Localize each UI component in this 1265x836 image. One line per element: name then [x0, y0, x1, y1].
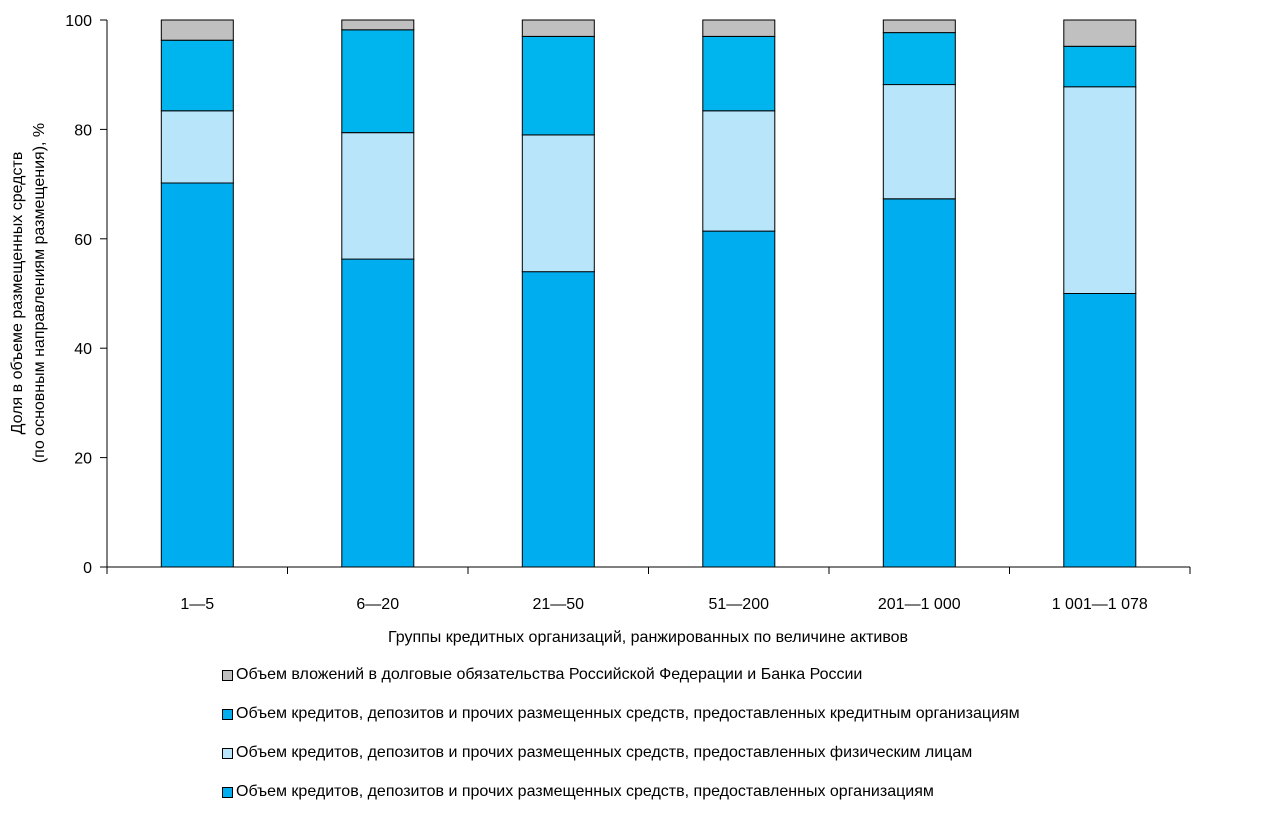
legend-swatch: [222, 786, 233, 798]
y-tick-label: 0: [83, 560, 92, 577]
bar-segment: [882, 32, 956, 86]
legend-swatch: [222, 708, 233, 720]
bar-segment: [1063, 19, 1137, 47]
x-tick-label: 21—50: [532, 596, 584, 613]
legend-label: Объем кредитов, депозитов и прочих разме…: [236, 744, 973, 761]
bar-segment: [1063, 86, 1137, 294]
bar-segment: [702, 110, 776, 232]
y-tick-label: 100: [65, 13, 92, 30]
x-tick-label: 1 001—1 078: [1052, 596, 1148, 613]
bar-segment: [341, 132, 415, 260]
axes-group: [106, 20, 1190, 568]
y-tick-label: 60: [74, 232, 92, 249]
x-ticks-group: 1—5 6—20 21—50 51—200 201—1 000 1 001—1 078: [106, 567, 1191, 613]
x-tick-label: 201—1 000: [878, 596, 961, 613]
y-ticks-group: 0 20 40 60 80 100: [65, 13, 107, 577]
bar-segment: [521, 134, 595, 273]
bar-segment: [882, 198, 956, 568]
legend-swatch: [222, 747, 233, 759]
bar-segment: [160, 110, 234, 184]
bar-segment: [702, 35, 776, 112]
legend-label: Объем вложений в долговые обязательства …: [236, 666, 863, 683]
x-tick-label: 6—20: [356, 596, 399, 613]
legend-item: Объем вложений в долговые обязательства …: [222, 666, 862, 684]
legend-label: Объем кредитов, депозитов и прочих разме…: [236, 705, 1020, 722]
bar-segment: [702, 19, 776, 37]
bar-segment: [341, 258, 415, 568]
bar-segment: [341, 19, 415, 31]
x-tick-label: 1—5: [180, 596, 214, 613]
legend-item: Объем кредитов, депозитов и прочих разме…: [222, 744, 972, 762]
bar-segment: [521, 271, 595, 568]
y-axis-title-line2: (по основным направлениям размещения), %: [31, 123, 48, 463]
x-tick-label: 51—200: [709, 596, 770, 613]
bar-segment: [160, 182, 234, 568]
bar-segment: [1063, 45, 1137, 88]
x-axis-title: Группы кредитных организаций, ранжирован…: [388, 629, 908, 646]
bar-segment: [160, 19, 234, 41]
bar-segment: [882, 19, 956, 34]
y-axis-title-line1: Доля в объеме размещенных средств: [9, 152, 26, 435]
bars-group: [160, 19, 1137, 568]
legend-swatch: [222, 669, 233, 681]
legend-item: Объем кредитов, депозитов и прочих разме…: [222, 705, 1020, 723]
bar-segment: [882, 84, 956, 200]
y-tick-label: 80: [74, 122, 92, 139]
bar-segment: [521, 35, 595, 136]
bar-segment: [702, 230, 776, 568]
legend-item: Объем кредитов, депозитов и прочих разме…: [222, 783, 934, 801]
legend-label: Объем кредитов, депозитов и прочих разме…: [236, 783, 934, 800]
bar-segment: [341, 29, 415, 134]
bar-segment: [521, 19, 595, 37]
bar-segment: [160, 39, 234, 112]
bar-segment: [1063, 293, 1137, 568]
y-tick-label: 40: [74, 341, 92, 358]
y-tick-label: 20: [74, 451, 92, 468]
